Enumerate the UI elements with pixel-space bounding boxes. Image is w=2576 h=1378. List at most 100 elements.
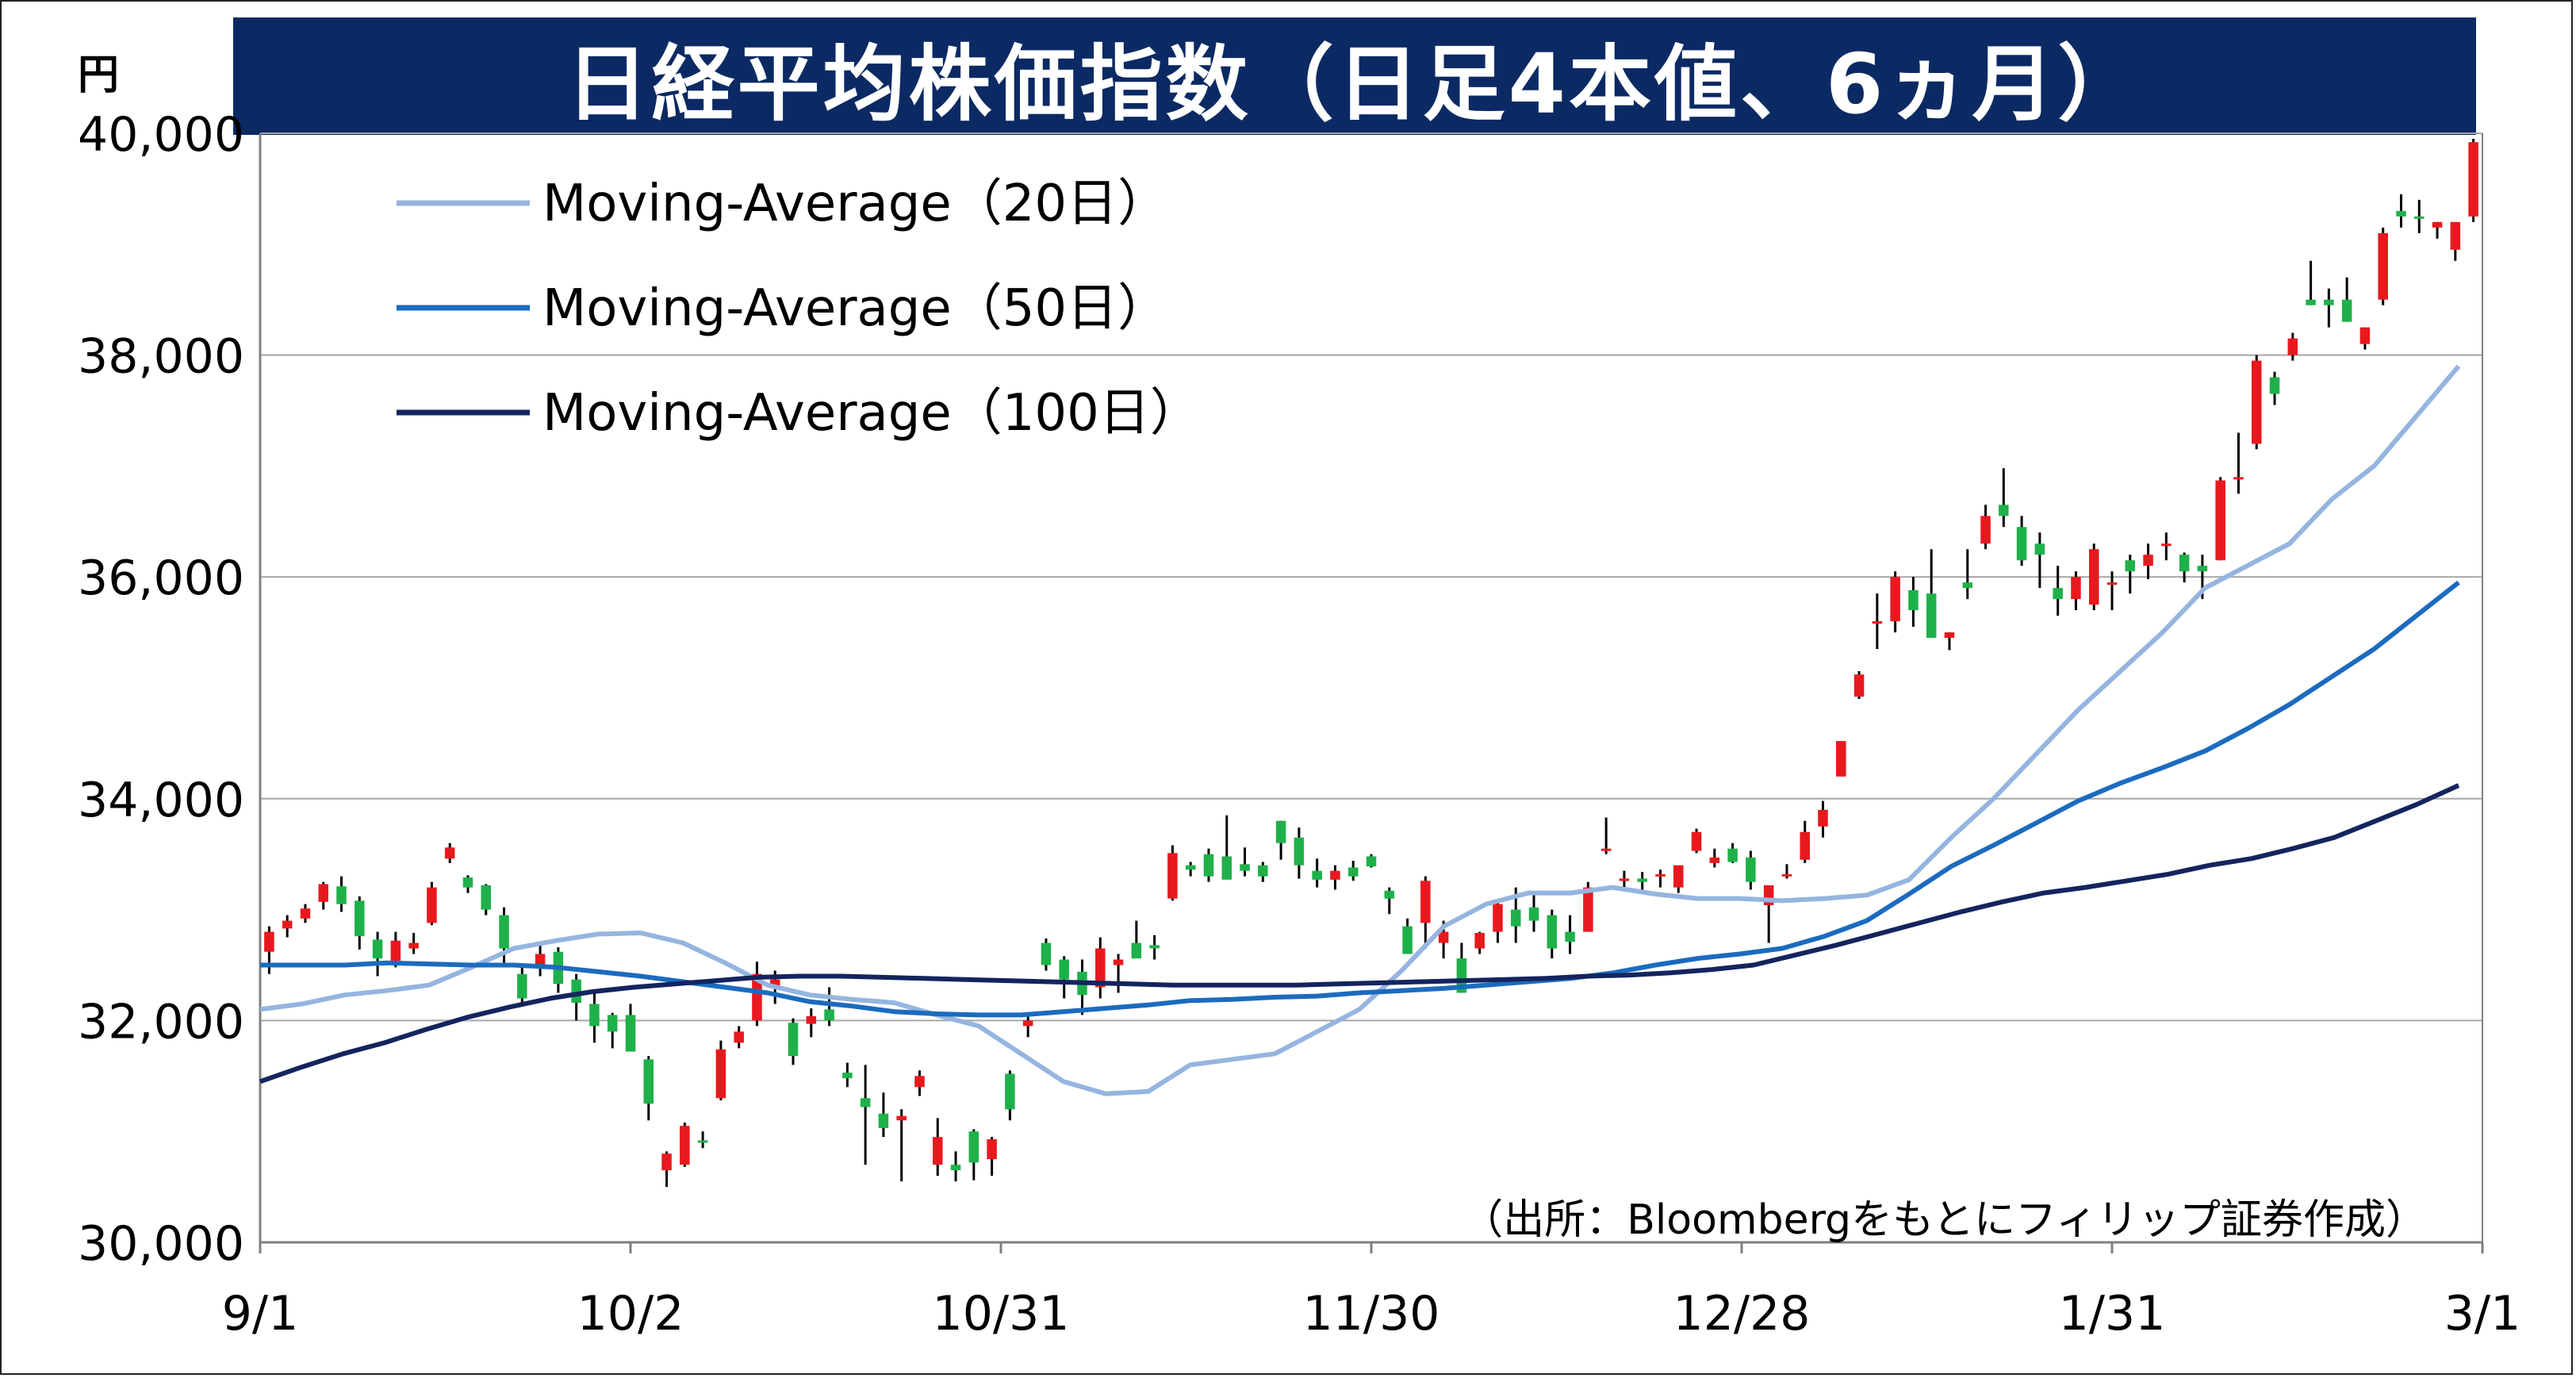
candle-body xyxy=(1781,873,1792,877)
candle-body xyxy=(2161,543,2172,547)
candle-body xyxy=(1565,931,1575,942)
candle-body xyxy=(481,885,492,910)
candle-body xyxy=(2071,577,2081,600)
candle-body xyxy=(2341,299,2352,322)
x-tick-label: 10/31 xyxy=(933,1286,1070,1342)
candle-body xyxy=(1691,831,1702,851)
candle-body xyxy=(571,979,581,1004)
candle-body xyxy=(769,979,780,988)
y-axis-unit: 円 xyxy=(78,52,119,99)
candle-body xyxy=(2143,555,2153,566)
candle-body xyxy=(1908,589,1919,611)
chart-title: 日経平均株価指数（日足4本値、6ヵ月） xyxy=(233,17,2476,135)
candle-body xyxy=(1456,958,1467,993)
candle-body xyxy=(535,954,546,965)
candle-body xyxy=(408,942,419,949)
candle-body xyxy=(625,1015,636,1052)
x-tick-label: 3/1 xyxy=(2444,1286,2521,1342)
legend-label: Moving-Average（50日） xyxy=(542,279,1168,338)
candle-body xyxy=(2396,210,2406,217)
candle-body xyxy=(1528,907,1539,921)
candle-body xyxy=(2269,377,2280,394)
candle-body xyxy=(1836,741,1846,777)
moving-average-line xyxy=(260,580,2460,1018)
candle-body xyxy=(643,1059,654,1104)
candle-body xyxy=(860,1098,871,1107)
x-tick-labels: 9/1 10/2 10/31 11/30 12/28 1/31 3/1 xyxy=(222,1286,2521,1342)
y-tick-label: 32,000 xyxy=(78,994,244,1050)
candle-body xyxy=(1709,857,1720,863)
y-tick-label: 34,000 xyxy=(78,773,244,828)
candle-body xyxy=(1330,870,1340,880)
y-tick-label: 36,000 xyxy=(78,551,244,606)
candle-body xyxy=(1420,881,1431,923)
candle-body xyxy=(933,1137,943,1165)
candle-body xyxy=(1203,854,1214,877)
candle-body xyxy=(1944,632,1955,639)
candle-body xyxy=(444,847,455,859)
candle-body xyxy=(1673,865,1684,888)
candle-body xyxy=(462,877,473,888)
candle-body xyxy=(517,973,527,999)
candle-body xyxy=(950,1165,961,1171)
candle-body xyxy=(2233,477,2244,480)
moving-average-line xyxy=(259,364,2461,1096)
legend-label: Moving-Average（100日） xyxy=(542,384,1201,443)
candle-body xyxy=(264,931,274,952)
candle-body xyxy=(1727,848,1738,862)
candle-body xyxy=(1149,945,1160,949)
candle-body xyxy=(1637,878,1647,882)
candle-body xyxy=(2088,549,2099,605)
candle-body xyxy=(1890,577,1900,622)
y-tick-label: 38,000 xyxy=(78,329,244,385)
x-tick-label: 12/28 xyxy=(1673,1286,1811,1342)
candle-body xyxy=(1999,505,2009,516)
candle-body xyxy=(878,1113,889,1129)
candle-body xyxy=(1275,820,1286,843)
candle-body xyxy=(752,973,762,1021)
candle-body xyxy=(282,920,293,929)
candle-body xyxy=(1022,1020,1033,1027)
candle-body xyxy=(2450,221,2461,250)
candle-body xyxy=(2306,299,2316,305)
candle-body xyxy=(390,940,401,961)
y-tick-labels: 30,000 32,000 34,000 36,000 38,000 40,000 xyxy=(78,107,244,1272)
candle-body xyxy=(1818,809,1828,827)
legend-label: Moving-Average（20日） xyxy=(542,175,1168,233)
candle-body xyxy=(2468,142,2478,217)
x-tick-label: 1/31 xyxy=(2059,1286,2166,1342)
moving-average-line xyxy=(259,783,2460,1084)
candle-body xyxy=(842,1073,853,1079)
candle-body xyxy=(2179,555,2190,572)
candle-body xyxy=(1312,870,1322,880)
candle-body xyxy=(2106,582,2118,585)
candle-body xyxy=(1131,942,1142,959)
candle-body xyxy=(1438,931,1449,943)
candle-body xyxy=(734,1031,744,1043)
legend: Moving-Average（20日） Moving-Average（50日） Mo… xyxy=(397,175,1201,443)
candle-body xyxy=(2287,338,2298,355)
y-tick-label: 40,000 xyxy=(78,107,244,163)
candle-body xyxy=(1402,926,1413,954)
candle-body xyxy=(1474,932,1485,949)
candles xyxy=(264,138,2478,1188)
candle-body xyxy=(1655,873,1666,877)
candle-body xyxy=(1167,853,1178,899)
candle-body xyxy=(1185,865,1196,870)
candle-body xyxy=(1962,582,1973,589)
candle-body xyxy=(1583,887,1593,932)
candle-body xyxy=(318,884,328,902)
axes xyxy=(259,133,2484,1253)
candle-body xyxy=(1005,1073,1015,1110)
moving-average-lines xyxy=(259,364,2461,1096)
candle-body xyxy=(589,1004,600,1027)
candle-body xyxy=(1600,848,1612,851)
candle-body xyxy=(2034,543,2045,555)
candle-body xyxy=(1800,831,1810,860)
candle-body xyxy=(987,1138,997,1160)
candle-body xyxy=(2414,216,2425,219)
x-tick-label: 9/1 xyxy=(222,1286,299,1342)
candle-body xyxy=(1366,856,1377,867)
candle-body xyxy=(2251,360,2262,444)
